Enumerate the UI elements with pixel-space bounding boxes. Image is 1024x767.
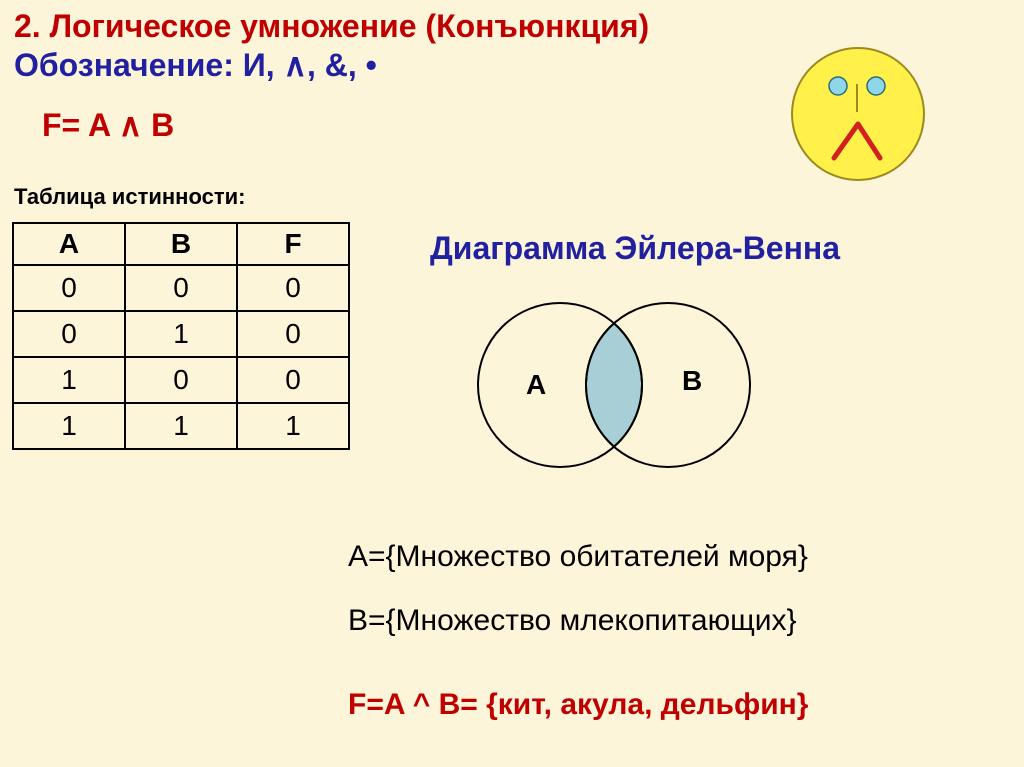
- formula-text: F= A ∧ B: [42, 106, 174, 144]
- table-row: 010: [13, 311, 349, 357]
- table-cell: 0: [125, 357, 237, 403]
- table-header-cell: F: [237, 223, 349, 265]
- venn-diagram: AB: [430, 290, 790, 480]
- table-cell: 0: [237, 311, 349, 357]
- table-header-cell: A: [13, 223, 125, 265]
- set-a-definition: A={Множество обитателей моря}: [348, 540, 808, 574]
- truth-table: ABF 000010100111: [12, 222, 350, 450]
- table-cell: 0: [125, 265, 237, 311]
- truth-table-label: Таблица истинности:: [14, 184, 245, 210]
- result-formula: F=A ^ B= {кит, акула, дельфин}: [348, 688, 808, 722]
- table-body: 000010100111: [13, 265, 349, 449]
- table-header-row: ABF: [13, 223, 349, 265]
- sad-face-icon: [790, 46, 926, 182]
- table-header-cell: B: [125, 223, 237, 265]
- table-row: 000: [13, 265, 349, 311]
- venn-diagram-title: Диаграмма Эйлера-Венна: [430, 230, 840, 267]
- table-cell: 1: [125, 311, 237, 357]
- notation-line: Обозначение: И, ∧, &, •: [14, 46, 377, 84]
- table-row: 100: [13, 357, 349, 403]
- set-b-definition: B={Множество млекопитающих}: [348, 604, 797, 638]
- table-cell: 1: [13, 403, 125, 449]
- table-cell: 0: [237, 357, 349, 403]
- table-cell: 0: [237, 265, 349, 311]
- table-cell: 0: [13, 265, 125, 311]
- page-title: 2. Логическое умножение (Конъюнкция): [14, 8, 649, 45]
- table-cell: 1: [237, 403, 349, 449]
- table-cell: 1: [13, 357, 125, 403]
- svg-text:B: B: [682, 365, 702, 396]
- svg-text:A: A: [526, 369, 546, 400]
- table-row: 111: [13, 403, 349, 449]
- table-cell: 0: [13, 311, 125, 357]
- table-cell: 1: [125, 403, 237, 449]
